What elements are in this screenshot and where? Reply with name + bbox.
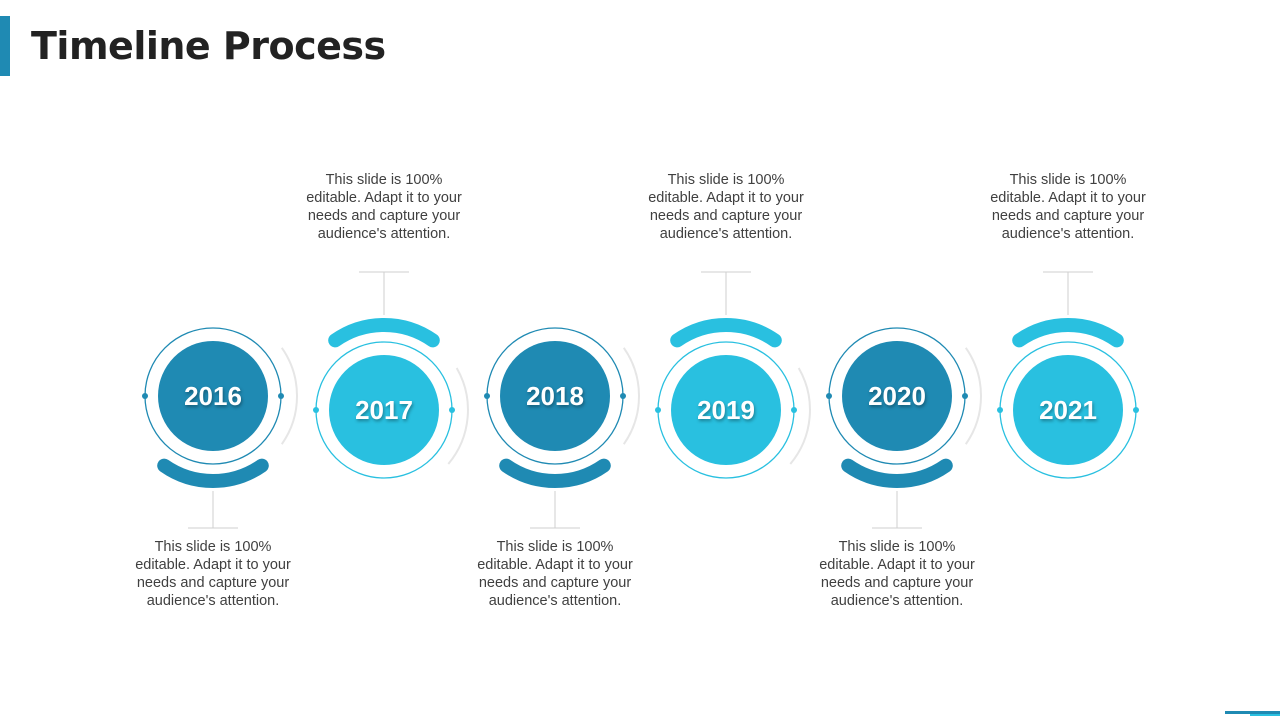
connector-arc bbox=[789, 367, 811, 465]
cap-arc bbox=[499, 458, 611, 488]
ring-dot bbox=[142, 393, 148, 399]
year-circle-2016: 2016 bbox=[158, 341, 268, 451]
connector-arc bbox=[447, 367, 469, 465]
footer-accent-line bbox=[1225, 711, 1280, 714]
year-circle-2020: 2020 bbox=[842, 341, 952, 451]
milestone-description: This slide is 100% editable. Adapt it to… bbox=[135, 539, 291, 609]
cap-arc bbox=[841, 458, 953, 488]
ring-dot bbox=[449, 407, 455, 413]
ring-dot bbox=[655, 407, 661, 413]
milestone-description: This slide is 100% editable. Adapt it to… bbox=[648, 172, 804, 242]
ring-dot bbox=[997, 407, 1003, 413]
cap-arc bbox=[328, 318, 440, 348]
year-circle-2019: 2019 bbox=[671, 355, 781, 465]
year-circle-2017: 2017 bbox=[329, 355, 439, 465]
ring-dot bbox=[278, 393, 284, 399]
connector-arc bbox=[280, 347, 299, 445]
cap-arc bbox=[670, 318, 782, 348]
footer-accent-line-light bbox=[1250, 714, 1280, 716]
ring-dot bbox=[962, 393, 968, 399]
milestone-description: This slide is 100% editable. Adapt it to… bbox=[477, 539, 633, 609]
ring-dot bbox=[484, 393, 490, 399]
year-circle-2021: 2021 bbox=[1013, 355, 1123, 465]
cap-arc bbox=[157, 458, 269, 488]
connector-arc bbox=[622, 347, 641, 445]
ring-dot bbox=[791, 407, 797, 413]
ring-dot bbox=[826, 393, 832, 399]
connector-arc bbox=[964, 347, 983, 445]
page-title: Timeline Process bbox=[31, 24, 386, 68]
year-circle-2018: 2018 bbox=[500, 341, 610, 451]
milestone-description: This slide is 100% editable. Adapt it to… bbox=[990, 172, 1146, 242]
milestone-description: This slide is 100% editable. Adapt it to… bbox=[306, 172, 462, 242]
milestone-description: This slide is 100% editable. Adapt it to… bbox=[819, 539, 975, 609]
cap-arc bbox=[1012, 318, 1124, 348]
ring-dot bbox=[313, 407, 319, 413]
ring-dot bbox=[1133, 407, 1139, 413]
ring-dot bbox=[620, 393, 626, 399]
title-accent-bar bbox=[0, 16, 10, 76]
